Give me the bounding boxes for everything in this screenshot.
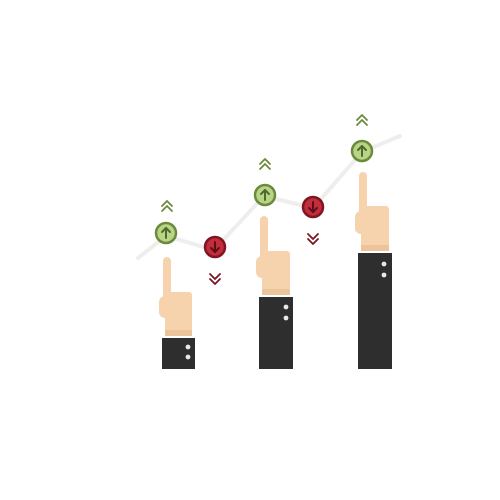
down-indicator-right — [301, 195, 325, 245]
hand-left — [159, 257, 195, 369]
sleeve — [162, 338, 195, 369]
hand-right — [355, 172, 392, 369]
up-indicator-middle — [253, 158, 277, 207]
hand-middle — [256, 216, 293, 369]
pointing-hand-icon — [256, 216, 290, 295]
sleeve-button — [381, 272, 387, 278]
pointing-hand-icon — [159, 257, 192, 336]
up-indicator-left — [154, 200, 178, 245]
up-indicator-right — [350, 114, 374, 163]
down-indicator-left — [203, 235, 227, 285]
double-chevron-down-icon — [209, 273, 221, 285]
sleeve-button — [185, 354, 191, 360]
down-arrow-icon — [308, 201, 318, 213]
sleeve — [358, 253, 392, 369]
pointing-hand-icon — [355, 172, 389, 251]
sleeve — [259, 297, 293, 369]
sleeve-button — [185, 344, 191, 350]
up-arrow-icon — [161, 227, 171, 239]
sleeve-button — [283, 315, 289, 321]
double-chevron-up-icon — [259, 158, 271, 170]
double-chevron-up-icon — [356, 114, 368, 126]
up-arrow-icon — [260, 189, 270, 201]
down-arrow-icon — [210, 241, 220, 253]
sleeve-button — [283, 304, 289, 310]
up-arrow-icon — [357, 145, 367, 157]
double-chevron-up-icon — [161, 200, 173, 212]
double-chevron-down-icon — [307, 233, 319, 245]
sleeve-button — [381, 261, 387, 267]
